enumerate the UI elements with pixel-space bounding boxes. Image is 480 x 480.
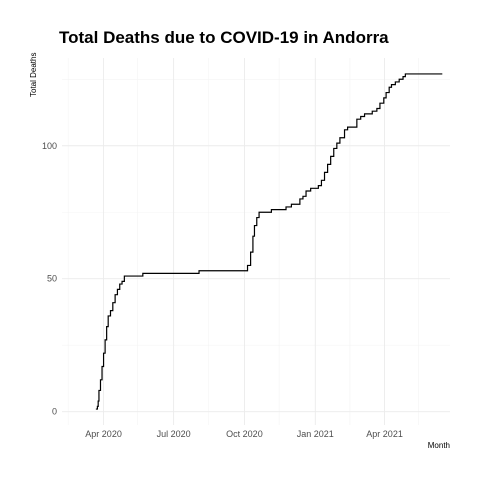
x-tick-label: Jul 2020 (157, 429, 191, 439)
x-tick-label: Jan 2021 (297, 429, 334, 439)
x-tick-label: Oct 2020 (226, 429, 263, 439)
gridlines (62, 58, 450, 425)
chart-title: Total Deaths due to COVID-19 in Andorra (59, 28, 389, 47)
y-tick-label: 100 (42, 141, 57, 151)
x-tick-label: Apr 2020 (85, 429, 122, 439)
series-line-total-deaths (95, 73, 443, 410)
x-tick-label: Apr 2021 (366, 429, 403, 439)
y-tick-label: 50 (47, 274, 57, 284)
y-tick-label: 0 (52, 407, 57, 417)
y-axis-label: Total Deaths (29, 53, 38, 97)
tick-labels: 0 50 100 Apr 2020 Jul 2020 Oct 2020 Jan 2021 Ap… (42, 141, 403, 439)
x-axis-label: Month (428, 441, 450, 450)
